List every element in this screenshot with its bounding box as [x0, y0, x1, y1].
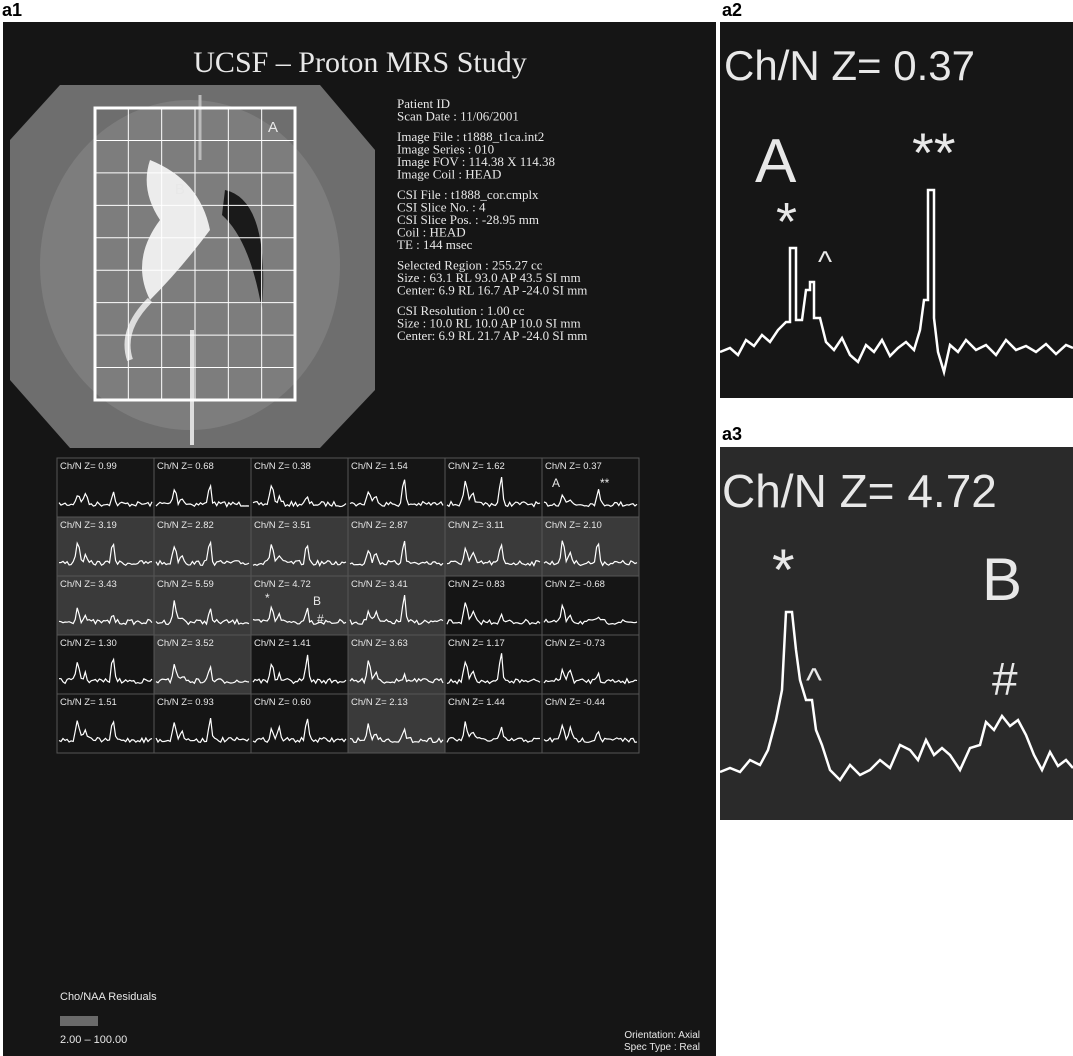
spectra-grid: Ch/N Z= 0.99 Ch/N Z= 0.68 Ch/N Z= 0.38 Ch/N…	[57, 458, 639, 753]
panel-label: a2	[722, 0, 742, 20]
cell-label: Ch/N Z= -0.68	[545, 579, 605, 590]
info-line: Center: 6.9 RL 16.7 AP -24.0 SI mm	[397, 283, 587, 298]
info-line: Scan Date : 11/06/2001	[397, 109, 519, 124]
annotation: **	[912, 121, 956, 184]
annotation: ^	[818, 246, 832, 279]
cell-label: Ch/N Z= 4.72	[254, 579, 311, 590]
cell-label: Ch/N Z= 1.54	[351, 461, 408, 472]
info-line: TE : 144 msec	[397, 237, 473, 252]
cell-label: Ch/N Z= 1.30	[60, 638, 117, 649]
footer: Spec Type : Real	[624, 1042, 700, 1053]
annotation: *	[776, 192, 797, 252]
image-label: B	[175, 181, 185, 198]
footer: Orientation: Axial	[624, 1030, 700, 1041]
cell-label: Ch/N Z= 1.44	[448, 697, 505, 708]
cell-label: Ch/N Z= 3.52	[157, 638, 214, 649]
cell-label: Ch/N Z= 1.62	[448, 461, 505, 472]
cell-label: Ch/N Z= 2.13	[351, 697, 408, 708]
info-line: Image Coil : HEAD	[397, 167, 501, 182]
annotation: ^	[806, 662, 822, 700]
mri-image	[10, 85, 375, 448]
cell-label: Ch/N Z= 1.17	[448, 638, 505, 649]
cell-label: Ch/N Z= 3.51	[254, 520, 311, 531]
cell-label: Ch/N Z= 0.83	[448, 579, 505, 590]
cell-label: Ch/N Z= 3.63	[351, 638, 408, 649]
cell-label: Ch/N Z= 4.72	[722, 465, 997, 517]
title: UCSF – Proton MRS Study	[193, 46, 526, 79]
cell-label: Ch/N Z= 3.11	[448, 520, 504, 531]
cell-label: Ch/N Z= 2.82	[157, 520, 214, 531]
figure: a1 a2 a3 UCSF – Proton MRS Study A B Pat…	[0, 0, 1073, 1056]
image-label: A	[268, 119, 278, 136]
cell-label: Ch/N Z= 0.37	[545, 461, 602, 472]
panel-label: a1	[2, 0, 22, 20]
annotation: A	[552, 476, 560, 490]
annotation: *	[772, 538, 795, 603]
legend-title: Cho/NAA Residuals	[60, 991, 157, 1003]
legend-swatch	[60, 1016, 98, 1026]
annotation: **	[600, 476, 610, 490]
annotation: B	[313, 594, 321, 608]
cell-label: Ch/N Z= 5.59	[157, 579, 214, 590]
cell-label: Ch/N Z= 0.38	[254, 461, 311, 472]
cell-label: Ch/N Z= 0.99	[60, 461, 117, 472]
cell-label: Ch/N Z= 2.87	[351, 520, 408, 531]
cell-label: Ch/N Z= 0.68	[157, 461, 214, 472]
cell-label: Ch/N Z= -0.44	[545, 697, 605, 708]
panel-label: a3	[722, 424, 742, 444]
cell-label: Ch/N Z= 3.43	[60, 579, 117, 590]
cell-label: Ch/N Z= 3.41	[351, 579, 408, 590]
annotation: B	[982, 546, 1022, 613]
cell-label: Ch/N Z= 2.10	[545, 520, 602, 531]
cell-label: Ch/N Z= 1.51	[60, 697, 117, 708]
cell-label: Ch/N Z= 0.60	[254, 697, 311, 708]
cell-label: Ch/N Z= 0.93	[157, 697, 214, 708]
cell-label: Ch/N Z= 1.41	[254, 638, 311, 649]
cell-label: Ch/N Z= 3.19	[60, 520, 117, 531]
cell-label: Ch/N Z= -0.73	[545, 638, 605, 649]
info-line: Center: 6.9 RL 21.7 AP -24.0 SI mm	[397, 328, 587, 343]
annotation: A	[755, 127, 797, 196]
cell-label: Ch/N Z= 0.37	[724, 42, 975, 89]
annotation: *	[265, 591, 270, 605]
legend-range: 2.00 – 100.00	[60, 1034, 127, 1046]
annotation: #	[992, 653, 1018, 705]
